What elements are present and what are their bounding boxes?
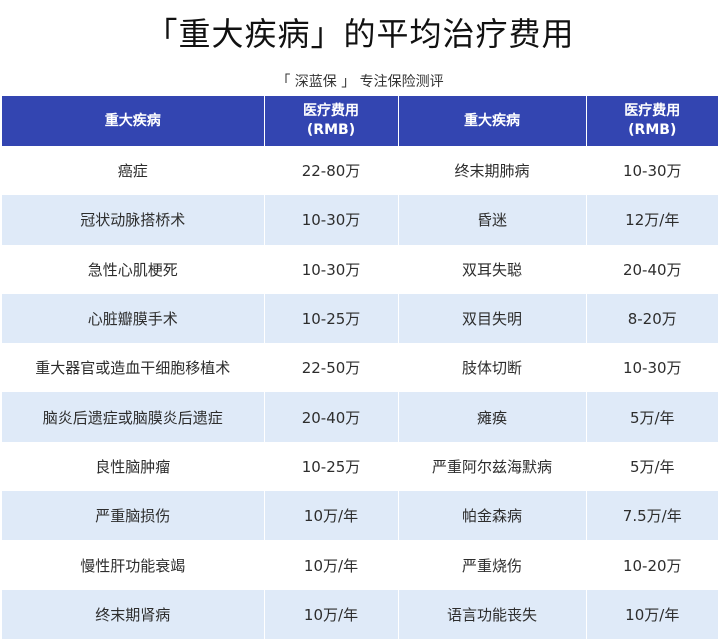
disease-cell: 癌症: [2, 146, 265, 196]
cost-cell: 10-30万: [264, 244, 399, 294]
disease-cell: 严重阿尔兹海默病: [398, 441, 587, 492]
cost-cell: 10万/年: [264, 589, 399, 639]
disease-cell: 瘫痪: [398, 392, 587, 442]
cost-table: 重大疾病 医疗费用 (RMB) 重大疾病 医疗费用 (RMB) 癌症 22-80万…: [2, 96, 718, 639]
disease-cell: 脑炎后遗症或脑膜炎后遗症: [2, 392, 265, 442]
table-row: 心脏瓣膜手术 10-25万 双目失明 8-20万: [2, 293, 718, 344]
cost-cell: 10-20万: [586, 540, 718, 590]
table-header-row: 重大疾病 医疗费用 (RMB) 重大疾病 医疗费用 (RMB): [2, 96, 718, 146]
page-title: 「重大疾病」的平均治疗费用: [145, 15, 575, 53]
header-cost-1-line1: 医疗费用: [303, 103, 359, 119]
disease-cell: 双目失明: [398, 293, 587, 344]
cost-cell: 22-50万: [264, 343, 399, 393]
table-row: 慢性肝功能衰竭 10万/年 严重烧伤 10-20万: [2, 540, 718, 590]
cost-cell: 10-30万: [586, 343, 718, 393]
cost-cell: 20-40万: [264, 392, 399, 442]
cost-cell: 5万/年: [586, 441, 718, 492]
disease-cell: 昏迷: [398, 195, 587, 245]
disease-cell: 终末期肾病: [2, 589, 265, 639]
disease-cell: 慢性肝功能衰竭: [2, 540, 265, 590]
table-row: 急性心肌梗死 10-30万 双耳失聪 20-40万: [2, 244, 718, 294]
header-cost-2-line1: 医疗费用: [624, 103, 681, 119]
disease-cell: 双耳失聪: [398, 244, 587, 294]
disease-cell: 急性心肌梗死: [2, 244, 265, 294]
cost-cell: 10万/年: [586, 589, 718, 639]
table-row: 脑炎后遗症或脑膜炎后遗症 20-40万 瘫痪 5万/年: [2, 392, 718, 442]
cost-cell: 10-30万: [264, 195, 399, 245]
cost-cell: 10-30万: [586, 146, 718, 196]
disease-cell: 语言功能丧失: [398, 589, 587, 639]
disease-cell: 帕金森病: [398, 491, 587, 541]
header-cost-1-line2: (RMB): [306, 122, 356, 138]
table-row: 癌症 22-80万 终末期肺病 10-30万: [2, 146, 718, 196]
page-subtitle: 「 深蓝保 」 专注保险测评: [276, 74, 444, 90]
cost-cell: 10万/年: [264, 540, 399, 590]
table-row: 严重脑损伤 10万/年 帕金森病 7.5万/年: [2, 491, 718, 541]
disease-cell: 严重脑损伤: [2, 491, 265, 541]
disease-cell: 严重烧伤: [398, 540, 587, 590]
header-disease-2: 重大疾病: [398, 96, 587, 146]
cost-cell: 10-25万: [264, 441, 399, 492]
disease-cell: 肢体切断: [398, 343, 587, 393]
disease-cell: 终末期肺病: [398, 146, 587, 196]
disease-cell: 重大器官或造血干细胞移植术: [2, 343, 265, 393]
header-cost-2-line2: (RMB): [628, 122, 677, 138]
header-cost-2: 医疗费用 (RMB): [586, 96, 718, 146]
cost-cell: 5万/年: [586, 392, 718, 442]
table-body: 癌症 22-80万 终末期肺病 10-30万 冠状动脉搭桥术 10-30万 昏迷 12万/年急…: [2, 146, 718, 639]
disease-cell: 冠状动脉搭桥术: [2, 195, 265, 245]
cost-cell: 12万/年: [586, 195, 718, 245]
cost-cell: 20-40万: [586, 244, 718, 294]
cost-cell: 10万/年: [264, 491, 399, 541]
table-row: 冠状动脉搭桥术 10-30万 昏迷 12万/年: [2, 195, 718, 245]
disease-cell: 良性脑肿瘤: [2, 441, 265, 492]
cost-cell: 10-25万: [264, 293, 399, 344]
table-row: 重大器官或造血干细胞移植术 22-50万 肢体切断 10-30万: [2, 343, 718, 393]
cost-cell: 7.5万/年: [586, 491, 718, 541]
header-disease-1: 重大疾病: [2, 96, 265, 146]
table-row: 良性脑肿瘤 10-25万 严重阿尔兹海默病 5万/年: [2, 441, 718, 492]
header-cost-1: 医疗费用 (RMB): [264, 96, 399, 146]
cost-cell: 8-20万: [586, 293, 718, 344]
table-row: 终末期肾病 10万/年 语言功能丧失 10万/年: [2, 589, 718, 639]
disease-cell: 心脏瓣膜手术: [2, 293, 265, 344]
cost-cell: 22-80万: [264, 146, 399, 196]
